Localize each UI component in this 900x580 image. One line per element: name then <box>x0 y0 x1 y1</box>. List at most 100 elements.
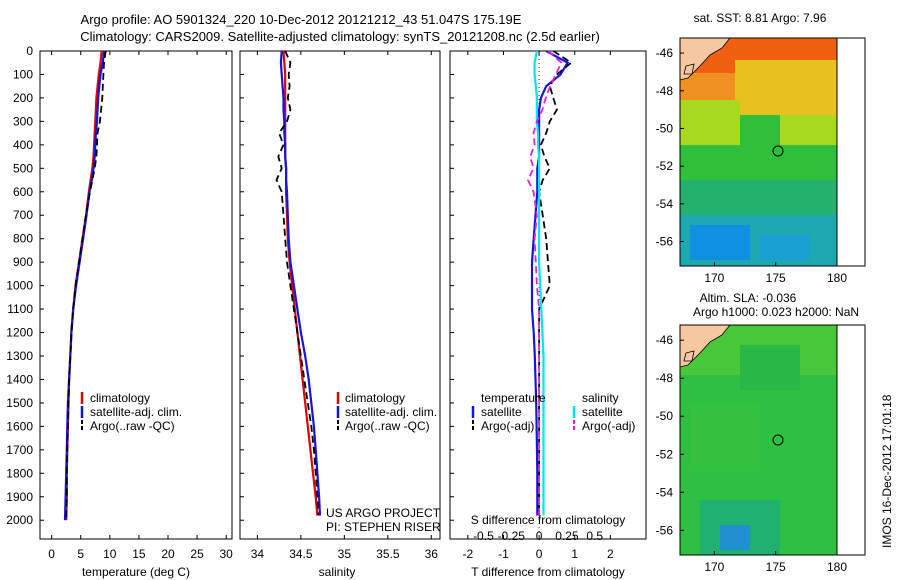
depth-tick-label: 300 <box>13 114 33 128</box>
legend-label-s-satellite: satellite <box>582 405 623 419</box>
x-tick-label: 34.5 <box>289 547 313 561</box>
sla-map-image <box>680 325 837 555</box>
depth-tick-label: 500 <box>13 161 33 175</box>
x-tick-label: 25 <box>190 547 204 561</box>
x-tick-label: 10 <box>103 547 117 561</box>
depth-tick-label: 800 <box>13 232 33 246</box>
depth-tick-label: 1300 <box>6 349 33 363</box>
s-tick-label: 0.25 <box>555 529 579 543</box>
lon-tick-label: 175 <box>766 271 786 285</box>
lat-tick-label: -52 <box>656 447 674 461</box>
depth-tick-label: 1000 <box>6 279 33 293</box>
series-line-temperature-argo-adj <box>538 51 573 516</box>
legend-label-climatology: climatology <box>345 391 405 405</box>
figure-title-line2: Climatology: CARS2009. Satellite-adjuste… <box>80 29 600 44</box>
depth-tick-label: 1900 <box>6 490 33 504</box>
depth-tick-label: 100 <box>13 67 33 81</box>
sst-map-axes: -46 -48 -50 -52 -54 -56 170 175 180 <box>656 46 848 285</box>
legend-label-s-argo: Argo(-adj) <box>582 419 635 433</box>
temperature-axis-label: temperature (deg C) <box>82 565 190 579</box>
difference-panel-frame <box>449 50 647 540</box>
depth-tick-label: 1600 <box>6 419 33 433</box>
depth-tick-label: 0 <box>26 44 33 58</box>
sla-map-axes: -46 -48 -50 -52 -54 -56 170 175 180 <box>656 333 848 574</box>
lat-tick-label: -48 <box>656 84 674 98</box>
s-tick-label: 0.5 <box>586 529 603 543</box>
difference-legend: temperature satellite Argo(-adj) salinit… <box>471 391 635 433</box>
salinity-series <box>275 51 322 516</box>
lat-tick-label: -56 <box>656 235 674 249</box>
legend-label-argo: Argo(..raw -QC) <box>90 419 175 433</box>
x-tick-label: 5 <box>77 547 84 561</box>
s-difference-axis-label: S difference from climatology <box>471 513 626 527</box>
legend-title-salinity: salinity <box>582 391 619 405</box>
depth-tick-label: 1500 <box>6 396 33 410</box>
series-line-argo-raw-qc <box>65 51 107 521</box>
legend-label-satellite: satellite-adj. clim. <box>90 405 182 419</box>
salinity-legend: climatology satellite-adj. clim. Argo(..… <box>336 391 437 433</box>
figure-title-line1: Argo profile: AO 5901324_220 10-Dec-2012… <box>81 12 522 27</box>
x-tick-label: 36 <box>425 547 439 561</box>
sla-map-title-line1: Altim. SLA: -0.036 <box>700 291 797 305</box>
sst-float-marker <box>772 145 784 157</box>
x-tick-label: 20 <box>161 547 175 561</box>
x-tick-label: 34 <box>251 547 265 561</box>
depth-tick-label: 900 <box>13 255 33 269</box>
depth-tick-label: 200 <box>13 91 33 105</box>
depth-tick-label: 2000 <box>6 513 33 527</box>
x-tick-label: 35 <box>338 547 352 561</box>
lon-tick-label: 170 <box>704 271 724 285</box>
salinity-axis-label: salinity <box>319 565 356 579</box>
x-tick-label: 0 <box>536 547 543 561</box>
depth-tick-label: 700 <box>13 208 33 222</box>
series-line-salinity-argo-adj <box>527 51 563 516</box>
depth-tick-label: 400 <box>13 138 33 152</box>
depth-tick-label: 1200 <box>6 326 33 340</box>
salinity-x-axis: 34 34.5 35 35.5 36 <box>251 51 439 561</box>
legend-label-argo: Argo(..raw -QC) <box>345 419 430 433</box>
s-tick-label: -0.5 <box>473 529 494 543</box>
x-tick-label: 15 <box>132 547 146 561</box>
lon-tick-label: 170 <box>704 560 724 574</box>
s-tick-label: -0.25 <box>498 529 526 543</box>
sst-map-blank <box>836 37 866 267</box>
depth-tick-label: 1400 <box>6 372 33 386</box>
x-tick-label: -2 <box>462 547 473 561</box>
lon-tick-label: 175 <box>766 560 786 574</box>
lat-tick-label: -46 <box>656 333 674 347</box>
lat-tick-label: -46 <box>656 46 674 60</box>
depth-tick-label: 1100 <box>7 302 33 316</box>
depth-tick-label: 600 <box>13 185 33 199</box>
legend-label-t-argo: Argo(-adj) <box>481 419 534 433</box>
x-tick-label: 0 <box>48 547 55 561</box>
depth-axis: 0 100 200 300 400 500 600 700 800 900 1000 1100 1200… <box>6 44 454 527</box>
lon-tick-label: 180 <box>827 271 847 285</box>
lat-tick-label: -56 <box>656 523 674 537</box>
lon-tick-label: 180 <box>827 560 847 574</box>
pi-credit: PI: STEPHEN RISER <box>326 520 441 534</box>
sla-map-blank <box>836 324 866 556</box>
lat-tick-label: -54 <box>656 485 674 499</box>
sla-map-title-line2: Argo h1000: 0.023 h2000: NaN <box>693 305 859 319</box>
series-line-temperature-satellite <box>530 51 570 516</box>
difference-series <box>527 51 573 539</box>
lat-tick-label: -50 <box>656 409 674 423</box>
depth-tick-label: 1800 <box>6 466 33 480</box>
lat-tick-label: -52 <box>656 159 674 173</box>
sla-float-marker <box>772 434 784 446</box>
salinity-panel-frame <box>239 50 441 540</box>
x-tick-label: 1 <box>571 547 578 561</box>
temperature-series <box>63 51 107 521</box>
temperature-legend: climatology satellite-adj. clim. Argo(..… <box>80 391 182 433</box>
legend-label-t-satellite: satellite <box>481 405 522 419</box>
series-line-argo-raw-qc <box>275 51 320 516</box>
legend-title-temperature: temperature <box>481 391 546 405</box>
lat-tick-label: -48 <box>656 371 674 385</box>
legend-label-climatology: climatology <box>90 391 150 405</box>
series-line-satellite-adj-clim <box>279 51 322 516</box>
sst-map-image <box>680 38 837 266</box>
lat-tick-label: -50 <box>656 121 674 135</box>
legend-label-satellite: satellite-adj. clim. <box>345 405 437 419</box>
t-difference-axis-label: T difference from climatology <box>471 565 625 579</box>
